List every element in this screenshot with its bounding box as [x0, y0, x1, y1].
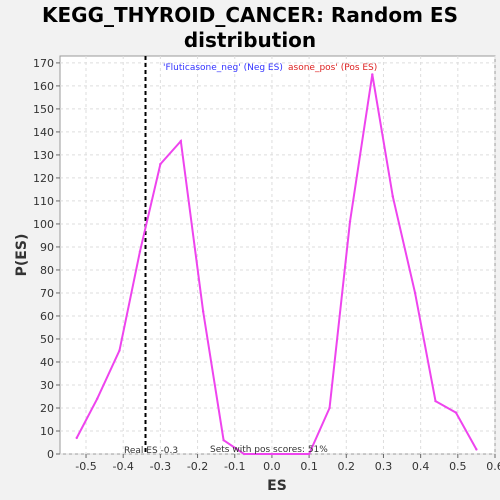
- data-point: [118, 349, 121, 352]
- x-axis-label: ES: [267, 478, 287, 494]
- data-point: [270, 452, 274, 456]
- x-tick-label: 0.1: [300, 460, 318, 473]
- y-tick-label: 150: [33, 103, 54, 116]
- y-tick-label: 30: [40, 379, 54, 392]
- y-axis: 0 10 20 30 40 50 60 70 80 90 100 110 120 130 140 150 160…: [33, 57, 60, 461]
- data-point: [328, 406, 331, 410]
- x-tick-label: -0.2: [187, 460, 208, 473]
- y-tick-label: 40: [40, 356, 54, 369]
- data-point: [138, 250, 142, 253]
- data-point: [222, 438, 225, 442]
- chart-title-line2: distribution: [184, 28, 316, 52]
- y-tick-label: 130: [33, 149, 54, 162]
- data-point: [179, 139, 183, 143]
- data-point: [371, 73, 374, 76]
- y-axis-label: P(ES): [14, 234, 30, 277]
- real-es-label: Real ES -0.3: [124, 446, 178, 456]
- data-point: [454, 411, 458, 414]
- y-tick-label: 100: [33, 218, 54, 231]
- y-tick-label: 70: [40, 287, 54, 300]
- x-tick-label: 0.6: [486, 460, 500, 473]
- y-tick-label: 10: [40, 425, 54, 438]
- y-tick-label: 60: [40, 310, 54, 323]
- y-tick-label: 170: [33, 57, 54, 70]
- x-tick-label: -0.5: [75, 460, 96, 473]
- pos-scores-label: Sets with pos scores: 51%: [210, 445, 328, 455]
- x-tick-label: -0.4: [112, 460, 133, 473]
- legend-neg-label: 'Fluticasone_neg' (Neg ES): [163, 63, 283, 73]
- data-point: [413, 291, 417, 295]
- chart-title-line1: KEGG_THYROID_CANCER: Random ES: [42, 3, 458, 27]
- y-tick-label: 110: [33, 195, 54, 208]
- data-point: [348, 220, 352, 223]
- x-tick-label: -0.3: [150, 460, 171, 473]
- data-point: [475, 448, 478, 451]
- y-tick-label: 20: [40, 402, 54, 415]
- data-point: [201, 310, 205, 313]
- x-axis: -0.5 -0.4 -0.3 -0.2 -0.1 0.0 0.1 0.2 0.3 0.4 0.5 0.…: [75, 454, 500, 473]
- y-tick-label: 90: [40, 241, 54, 254]
- x-tick-label: 0.5: [449, 460, 467, 473]
- data-point: [391, 195, 394, 198]
- x-tick-label: 0.2: [338, 460, 356, 473]
- y-tick-label: 80: [40, 264, 54, 277]
- data-point: [307, 452, 311, 456]
- x-tick-label: 0.4: [412, 460, 430, 473]
- y-tick-label: 140: [33, 126, 54, 139]
- x-tick-label: 0.3: [375, 460, 393, 473]
- legend-pos-label: asone_pos' (Pos ES): [288, 63, 377, 73]
- plot-area: [59, 55, 496, 455]
- y-tick-label: 50: [40, 333, 54, 346]
- x-tick-label: -0.1: [224, 460, 245, 473]
- data-point: [75, 436, 78, 440]
- y-tick-label: 160: [33, 80, 54, 93]
- data-point: [95, 397, 99, 400]
- data-point: [434, 399, 437, 403]
- data-point: [242, 452, 246, 456]
- data-point: [159, 162, 162, 166]
- y-tick-label: 0: [47, 448, 54, 461]
- x-tick-label: 0.0: [263, 460, 281, 473]
- y-tick-label: 120: [33, 172, 54, 185]
- grid: [60, 56, 496, 455]
- series-points: [75, 73, 478, 456]
